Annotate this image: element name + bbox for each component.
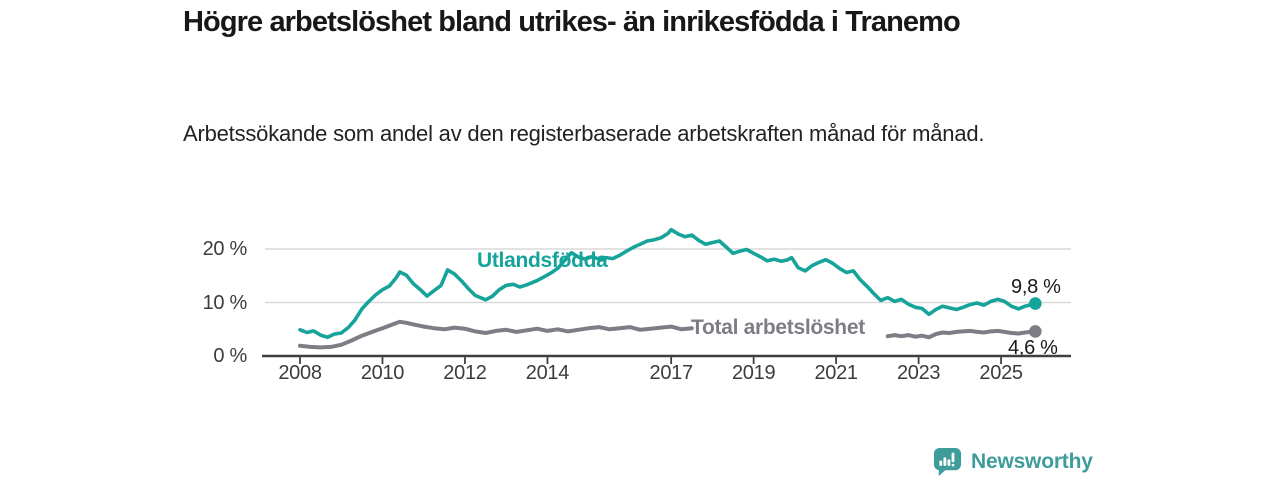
series-label-total: Total arbetslöshet [691,316,865,339]
x-axis-tick-label: 2017 [649,362,694,384]
y-axis-tick-label: 10 % [202,291,248,314]
newsworthy-logo: Newsworthy [932,446,1093,477]
x-axis-tick-label: 2014 [525,362,570,384]
x-axis-tick-label: 2025 [979,362,1023,384]
newsworthy-wordmark: Newsworthy [971,449,1093,473]
y-axis-tick-label: 20 % [202,238,248,260]
x-axis-tick-label: 2012 [443,362,487,384]
x-axis-tick-label: 2021 [814,362,858,384]
x-axis-tick-label: 2008 [278,362,322,384]
series-line-total [885,328,1038,340]
x-axis-tick-label: 2010 [360,362,405,384]
x-axis-tick-label: 2019 [731,362,776,384]
y-axis-tick-label: 0 % [213,345,247,367]
end-value-utlandsfodda: 9,8 % [1011,276,1061,298]
series-line-utlandsfodda [298,227,1038,340]
series-line-total [298,319,694,350]
x-axis-tick-label: 2023 [896,362,941,384]
end-value-total: 4,6 % [1008,337,1058,359]
newsworthy-chart-bubble-icon [933,447,962,477]
page-title: Högre arbetslöshet bland utrikes- än inr… [183,6,961,38]
series-end-dot-utlandsfodda [1029,297,1042,310]
series-label-utlandsfodda: Utlandsfödda [477,249,608,272]
page-subtitle: Arbetssökande som andel av den registerb… [183,121,985,146]
series-end-dot-total [1029,325,1042,338]
